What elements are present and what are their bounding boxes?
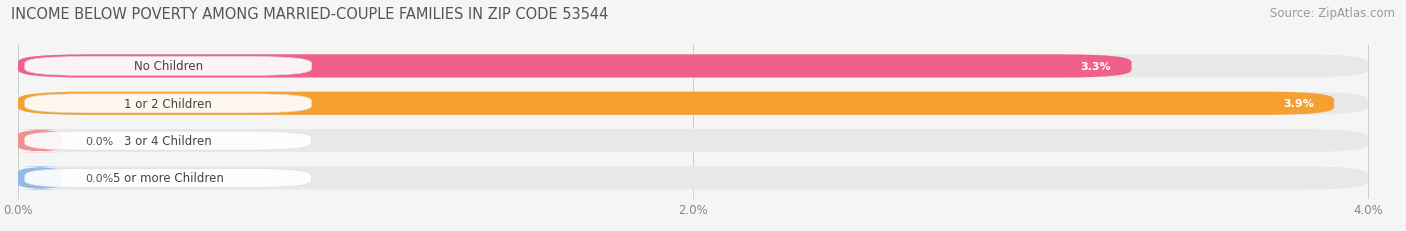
- FancyBboxPatch shape: [25, 132, 312, 150]
- FancyBboxPatch shape: [11, 130, 69, 152]
- FancyBboxPatch shape: [18, 55, 1132, 78]
- FancyBboxPatch shape: [18, 92, 1334, 115]
- Text: 0.0%: 0.0%: [86, 173, 114, 183]
- Text: 3 or 4 Children: 3 or 4 Children: [124, 134, 212, 148]
- FancyBboxPatch shape: [18, 55, 1368, 78]
- Text: 1 or 2 Children: 1 or 2 Children: [124, 97, 212, 110]
- FancyBboxPatch shape: [11, 167, 69, 190]
- Text: 3.3%: 3.3%: [1081, 62, 1111, 72]
- Text: 0.0%: 0.0%: [86, 136, 114, 146]
- Text: Source: ZipAtlas.com: Source: ZipAtlas.com: [1270, 7, 1395, 20]
- FancyBboxPatch shape: [25, 169, 312, 188]
- Text: INCOME BELOW POVERTY AMONG MARRIED-COUPLE FAMILIES IN ZIP CODE 53544: INCOME BELOW POVERTY AMONG MARRIED-COUPL…: [11, 7, 609, 22]
- Text: 5 or more Children: 5 or more Children: [112, 172, 224, 185]
- Text: 3.9%: 3.9%: [1282, 99, 1313, 109]
- FancyBboxPatch shape: [18, 92, 1368, 115]
- FancyBboxPatch shape: [25, 57, 312, 76]
- FancyBboxPatch shape: [18, 130, 1368, 152]
- FancyBboxPatch shape: [25, 94, 312, 113]
- FancyBboxPatch shape: [18, 167, 1368, 190]
- Text: No Children: No Children: [134, 60, 202, 73]
